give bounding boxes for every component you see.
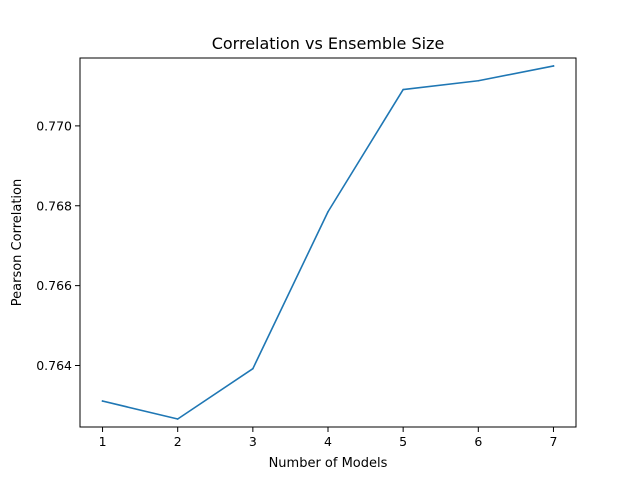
x-tick-label: 4 [324,434,332,449]
data-point [402,88,404,91]
x-tick-label: 5 [399,434,407,449]
chart-title: Correlation vs Ensemble Size [212,34,445,53]
data-point [327,210,329,213]
plot-area: 1 2 3 4 5 6 7 0.764 0.766 0.768 0.770 [36,65,557,449]
y-tick-label: 0.770 [36,118,72,133]
y-tick-label: 0.766 [36,278,72,293]
x-tick-label: 7 [549,434,557,449]
x-tick-label: 3 [249,434,257,449]
data-point [101,400,104,402]
data-point [252,367,254,370]
y-tick-label: 0.764 [36,358,72,373]
data-point [176,418,179,420]
y-tick-label: 0.768 [36,198,72,213]
x-tick-label: 1 [99,434,107,449]
data-point [477,79,480,82]
axes-frame [79,57,577,428]
x-tick-label: 2 [174,434,182,449]
x-tick-label: 6 [474,434,482,449]
data-point [552,65,555,67]
x-axis-label: Number of Models [269,456,388,471]
y-axis-label: Pearson Correlation [10,179,25,306]
